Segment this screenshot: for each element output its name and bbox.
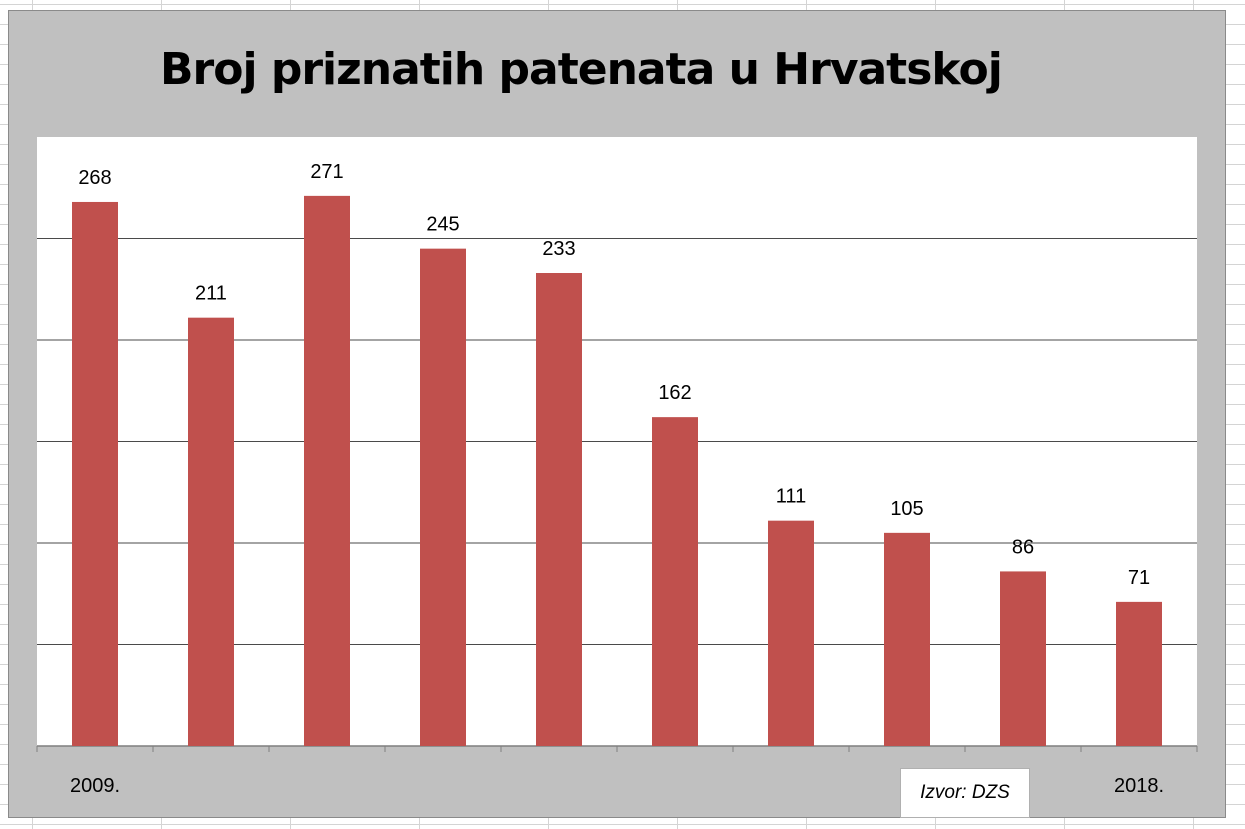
data-label: 268 <box>78 167 111 189</box>
bar <box>1116 601 1162 746</box>
data-label: 233 <box>542 238 575 260</box>
data-label: 86 <box>1012 536 1034 558</box>
bar <box>536 273 582 746</box>
bar <box>1000 571 1046 746</box>
data-label: 162 <box>658 382 691 404</box>
bar <box>72 201 118 746</box>
x-tick-label: 2018. <box>1114 775 1164 797</box>
bar <box>652 417 698 746</box>
data-label: 111 <box>776 486 806 508</box>
data-label: 105 <box>890 498 923 520</box>
source-note-box[interactable]: Izvor: DZS <box>900 768 1030 818</box>
chart-title: Broj priznatih patenata u Hrvatskoj <box>160 44 1003 95</box>
bar <box>420 248 466 746</box>
source-note: Izvor: DZS <box>920 782 1010 803</box>
data-label: 211 <box>195 283 227 305</box>
bar <box>304 195 350 746</box>
data-label: 71 <box>1128 567 1150 589</box>
bar <box>768 520 814 746</box>
x-tick-label: 2009. <box>70 775 120 797</box>
bar <box>884 532 930 746</box>
bar <box>188 317 234 746</box>
data-label: 271 <box>310 161 343 183</box>
data-label: 245 <box>426 214 459 236</box>
